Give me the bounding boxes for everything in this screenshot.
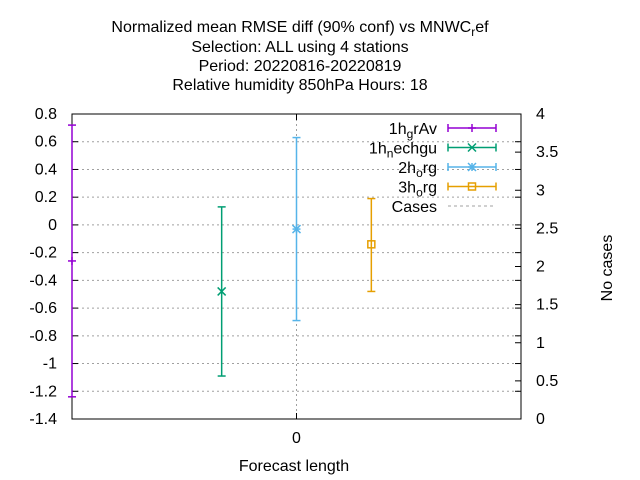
x-axis-ticks: 0 [292, 114, 301, 447]
marker-stroke [467, 182, 477, 191]
marker-stroke [467, 162, 477, 172]
marker-stroke [467, 142, 477, 153]
series-1hnechgu [217, 206, 227, 377]
data-point [68, 256, 76, 265]
legend-marker [468, 124, 476, 132]
data-point [217, 286, 227, 296]
legend-entry: 1hnechgu [369, 141, 497, 161]
y2-tick-label: 3 [536, 182, 545, 199]
y-tick-label: 0.8 [35, 106, 57, 123]
y-tick-label: -0.6 [29, 300, 57, 317]
legend-label: 2horg [398, 160, 437, 180]
title-line-4: Relative humidity 850hPa Hours: 18 [172, 77, 427, 94]
chart-title: Normalized mean RMSE diff (90% conf) vs … [111, 19, 489, 94]
y2-tick-label: 2 [536, 259, 545, 276]
series-1hgrAv [68, 124, 76, 398]
legend-marker [467, 162, 477, 172]
y-tick-label: 0.2 [35, 189, 57, 206]
y-tick-label: -1.4 [29, 411, 57, 428]
y2-axis-label: No cases [599, 235, 616, 302]
y-tick-label: -0.4 [29, 272, 57, 289]
x-axis-label: Forecast length [239, 458, 349, 475]
legend-marker [467, 142, 477, 153]
y2-tick-label: 0 [536, 411, 545, 428]
y-axis-ticks: 0.8 0.6 0.4 0.2 0 -0.2 -0.4 -0.6 -0.8 -1 -1.2 -1.4 [29, 106, 521, 428]
marker-stroke [367, 240, 376, 249]
legend-label: 1hgrAv [389, 121, 437, 141]
data-point [291, 224, 302, 234]
legend-entry: 1hgrAv [389, 121, 497, 141]
series-group [68, 124, 376, 398]
legend-marker [467, 182, 477, 191]
y2-tick-label: 0.5 [536, 373, 558, 390]
legend-entry: 2horg [398, 160, 497, 180]
legend-label: Cases [392, 199, 437, 216]
y2-tick-label: 2.5 [536, 220, 558, 237]
y2-tick-label: 3.5 [536, 144, 558, 161]
title-line-2: Selection: ALL using 4 stations [191, 39, 408, 56]
y-tick-label: -0.2 [29, 245, 57, 262]
series-3horg [367, 197, 376, 293]
y-tick-label: 0.4 [35, 161, 57, 178]
series-2horg [291, 136, 302, 322]
data-point [367, 240, 376, 249]
y-tick-label: -1.2 [29, 383, 57, 400]
y2-tick-label: 1 [536, 335, 545, 352]
title-line-1-subscript: r [471, 25, 475, 39]
legend-entry: 3horg [398, 180, 497, 200]
marker-stroke [217, 286, 227, 296]
x-tick-label: 0 [292, 430, 301, 447]
legend-entry: Cases [392, 199, 496, 216]
y2-axis-ticks: 4 3.5 3 2.5 2 1.5 1 0.5 0 [515, 106, 558, 428]
title-line-1: Normalized mean RMSE diff (90% conf) vs … [111, 19, 489, 39]
y-tick-label: 0.6 [35, 134, 57, 151]
y-tick-label: -0.8 [29, 328, 57, 345]
y-tick-label: -1 [43, 356, 57, 373]
y2-tick-label: 4 [536, 106, 545, 123]
marker-stroke [291, 224, 302, 234]
title-line-1-main: Normalized mean RMSE diff (90% conf) vs … [111, 19, 471, 36]
legend-label: 1hnechgu [369, 141, 437, 161]
title-line-3: Period: 20220816-20220819 [199, 58, 402, 75]
title-line-1-suffix: ef [475, 19, 489, 36]
y2-tick-label: 1.5 [536, 297, 558, 314]
y-tick-label: 0 [48, 217, 57, 234]
legend-label: 3horg [398, 180, 437, 200]
